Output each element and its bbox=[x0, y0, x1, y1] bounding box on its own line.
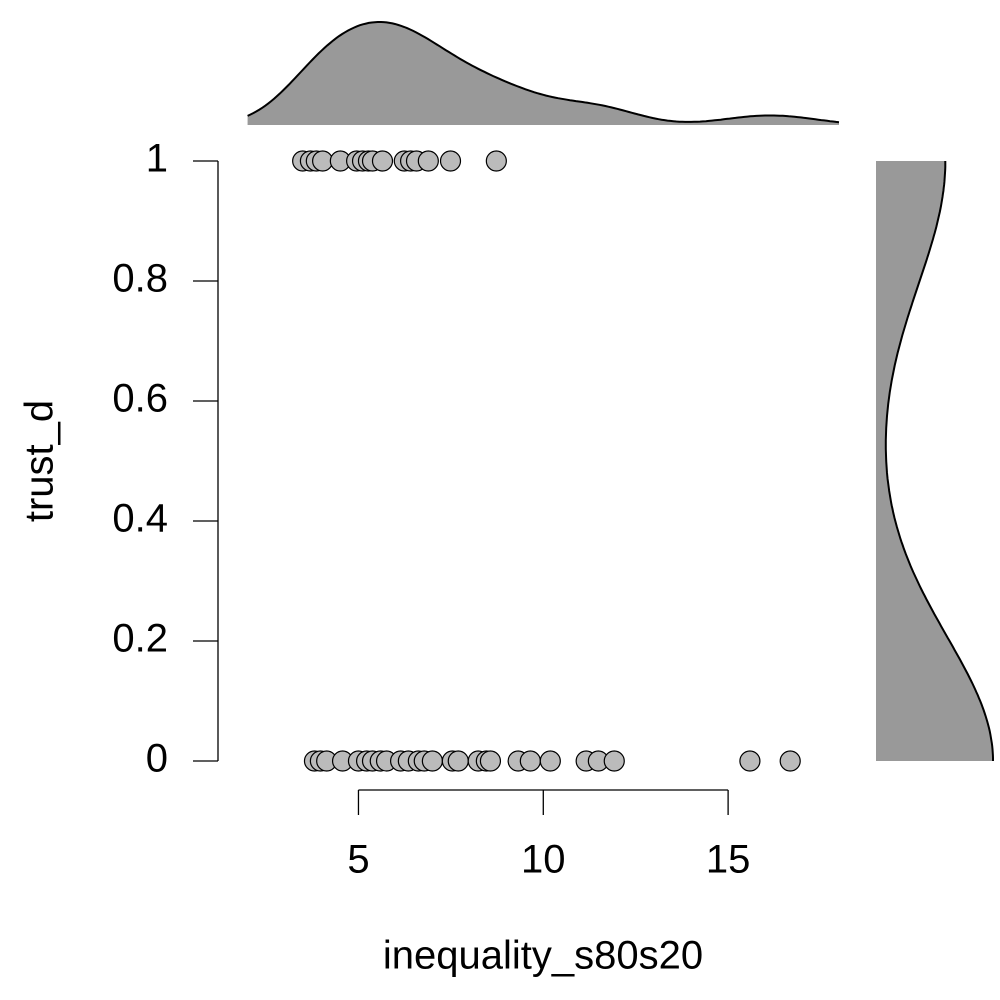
point bbox=[603, 750, 625, 772]
y-tick-label: 0.4 bbox=[112, 497, 168, 541]
y-tick-label: 0 bbox=[146, 737, 168, 781]
point bbox=[519, 750, 541, 772]
point bbox=[417, 150, 439, 172]
point bbox=[485, 150, 507, 172]
y-density-outline bbox=[884, 161, 994, 761]
point bbox=[421, 750, 443, 772]
x-tick-label: 15 bbox=[706, 838, 751, 882]
point bbox=[371, 150, 394, 172]
point bbox=[479, 750, 502, 772]
x-tick-label: 10 bbox=[521, 838, 566, 882]
point bbox=[539, 750, 561, 772]
y-density bbox=[876, 161, 993, 761]
point bbox=[312, 150, 334, 172]
point bbox=[779, 750, 801, 772]
point bbox=[439, 150, 462, 172]
point bbox=[447, 750, 469, 772]
y-axis-label: trust_d bbox=[18, 400, 62, 522]
y-tick-label: 0.6 bbox=[112, 377, 168, 421]
y-tick-label: 1 bbox=[146, 137, 168, 181]
y-tick-label: 0.2 bbox=[112, 617, 168, 661]
x-density-outline bbox=[247, 21, 840, 124]
x-tick-label: 5 bbox=[347, 838, 369, 882]
x-density bbox=[247, 22, 840, 125]
y-tick-label: 0.8 bbox=[112, 257, 168, 301]
point bbox=[739, 750, 761, 772]
x-axis-label: inequality_s80s20 bbox=[383, 934, 703, 978]
